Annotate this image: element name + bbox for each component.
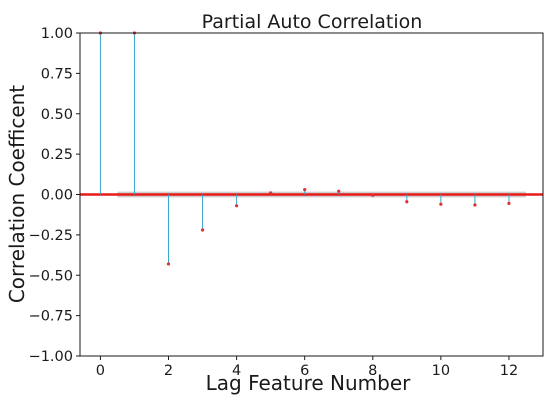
- data-point: [303, 188, 307, 192]
- y-tick-label: 0.00: [41, 188, 73, 204]
- y-tick-label: −0.50: [29, 268, 73, 284]
- data-point: [200, 228, 205, 232]
- stem-layer: [98, 31, 511, 266]
- x-tick-label: 2: [164, 363, 173, 379]
- y-tick-label: −1.00: [29, 349, 73, 365]
- data-point: [439, 202, 443, 206]
- y-tick-label: −0.25: [29, 228, 73, 244]
- y-tick-label: 0.25: [41, 147, 73, 163]
- y-tick-label: 0.75: [41, 66, 73, 82]
- x-tick-label: 6: [300, 363, 309, 379]
- y-axis-ticks: 1.00 0.75 0.50 0.25 0.00 −0.25 −0.50 −0.75 −1.00: [29, 26, 80, 365]
- chart-title: Partial Auto Correlation: [202, 11, 423, 33]
- x-tick-label: 4: [232, 363, 241, 379]
- data-point: [473, 203, 477, 207]
- x-tick-label: 8: [368, 363, 377, 379]
- y-axis-label: Correlation Coefficent: [5, 85, 29, 303]
- data-point: [235, 204, 239, 208]
- x-tick-label: 12: [500, 363, 518, 379]
- y-tick-label: 0.50: [41, 107, 73, 123]
- data-point: [337, 189, 341, 193]
- y-tick-label: 1.00: [41, 26, 73, 42]
- data-point: [269, 191, 273, 195]
- x-axis-label: Lag Feature Number: [206, 371, 412, 395]
- data-point: [166, 262, 171, 266]
- data-point: [371, 193, 375, 197]
- data-point: [507, 201, 511, 205]
- x-axis-ticks: 0 2 4 6 8 10 12: [96, 356, 518, 379]
- x-tick-label: 10: [432, 363, 450, 379]
- y-tick-label: −0.75: [29, 309, 73, 325]
- data-point: [405, 200, 409, 204]
- x-tick-label: 0: [96, 363, 105, 379]
